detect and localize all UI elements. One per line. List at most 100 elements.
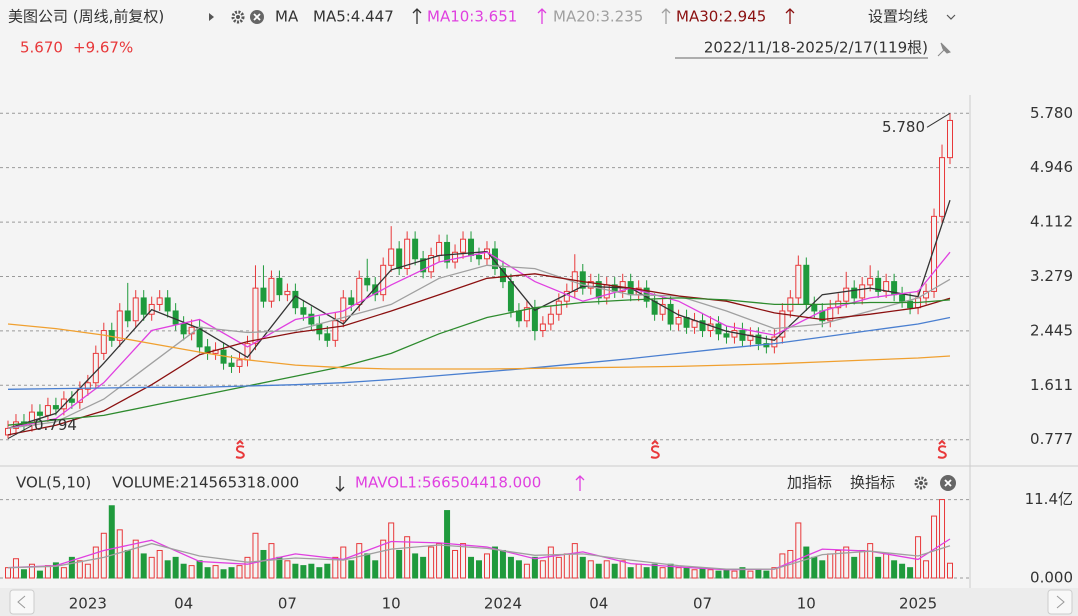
y-tick-label: 5.780	[1030, 104, 1073, 122]
candle-body	[899, 294, 906, 302]
volume-bar	[507, 556, 514, 579]
annotation-arrow	[926, 112, 951, 128]
candle-body	[659, 303, 666, 315]
volume-bar	[332, 556, 339, 579]
volume-bar	[364, 553, 371, 579]
ma-line	[7, 251, 951, 430]
scrollbar[interactable]	[0, 588, 1078, 616]
volume-bar	[452, 549, 459, 579]
candle-body	[36, 411, 43, 416]
volume-bar	[20, 569, 27, 579]
volume-bar	[436, 543, 443, 579]
expand-icon[interactable]	[209, 13, 214, 21]
settings-icon[interactable]	[914, 476, 928, 490]
candle-body	[460, 238, 467, 253]
volume-bar	[579, 556, 586, 579]
candle-body	[907, 300, 914, 309]
candle-body	[404, 238, 411, 270]
volume-bar	[771, 567, 778, 579]
volume-bar	[675, 567, 682, 579]
volume-bar	[108, 505, 115, 579]
volume-bar	[595, 563, 602, 579]
switch-indicator[interactable]: 换指标	[850, 474, 895, 492]
candle-body	[292, 290, 299, 309]
indicator-name: MA	[275, 8, 299, 26]
volume-bar	[236, 565, 243, 579]
x-tick-label: 07	[693, 595, 712, 613]
ma-line	[7, 316, 951, 390]
chevron[interactable]	[946, 14, 956, 20]
close-icon[interactable]	[940, 475, 956, 491]
candle-body	[372, 284, 379, 296]
candle-body	[116, 310, 123, 341]
volume-bar	[196, 560, 203, 579]
volume-indicator: VOL(5,10)	[16, 474, 91, 492]
candle-body	[507, 281, 514, 312]
settings-icon[interactable]	[231, 10, 245, 24]
volume-bar	[68, 556, 75, 579]
candle-body	[939, 157, 946, 217]
ma-line	[7, 297, 951, 426]
candle-body	[579, 271, 586, 289]
volume-bar	[44, 565, 51, 579]
add-indicator[interactable]: 加指标	[787, 474, 832, 492]
volume-bar	[220, 569, 227, 579]
trend-arrow	[335, 476, 345, 492]
y-tick-label: 4.112	[1030, 213, 1073, 231]
volume-bar	[859, 549, 866, 579]
volume-bar	[611, 563, 618, 579]
trend-arrow	[575, 475, 585, 491]
y-tick-label: 11.4亿	[1025, 490, 1073, 508]
volume-bar	[843, 546, 850, 579]
candle-body	[284, 290, 291, 296]
volume-bar	[316, 567, 323, 579]
candle-body	[420, 258, 427, 273]
volume-bar	[539, 560, 546, 579]
volume-bar	[180, 563, 187, 579]
pin-icon[interactable]	[937, 42, 951, 57]
volume-bar	[300, 565, 307, 579]
annotation-label: 5.780	[882, 118, 925, 136]
candle-body	[691, 320, 698, 328]
legend-item: MA10:3.651	[427, 8, 517, 26]
scroll-right[interactable]	[1047, 589, 1073, 615]
x-tick-label: 04	[589, 595, 608, 613]
candle-body	[396, 248, 403, 270]
candle-body	[587, 281, 594, 289]
volume-bar	[691, 569, 698, 579]
last-price: 5.670	[20, 39, 63, 57]
candle-body	[683, 316, 690, 328]
legend-item: MAVOL1:566504418.000	[355, 474, 541, 492]
candle-body	[44, 405, 51, 416]
signal-marks	[235, 439, 947, 459]
close-icon[interactable]	[250, 10, 264, 24]
volume-bar	[308, 563, 315, 579]
scroll-left-arrow	[17, 595, 26, 609]
candle-body	[388, 248, 395, 266]
volume-bar	[803, 546, 810, 579]
volume-bar	[491, 546, 498, 579]
trend-arrow	[785, 8, 795, 24]
volume-bar	[499, 549, 506, 579]
volume-bar	[420, 556, 427, 579]
volume-bar	[12, 558, 19, 579]
candle-body	[547, 313, 554, 325]
candle-body	[803, 264, 810, 305]
x-tick-label: 2024	[484, 595, 522, 613]
candle-body	[252, 287, 259, 345]
volume-bar	[555, 556, 562, 579]
volume-bar	[819, 560, 826, 579]
volume-bar	[252, 532, 259, 579]
volume-bar	[340, 546, 347, 579]
trend-arrow	[412, 8, 422, 24]
volume-bar	[100, 532, 107, 579]
scroll-left[interactable]	[9, 589, 35, 615]
candle-body	[84, 382, 91, 390]
candle-body	[180, 323, 187, 335]
candle-body	[172, 310, 179, 325]
candle-body	[531, 307, 538, 332]
trend-arrow	[537, 8, 547, 24]
volume-bar	[547, 546, 554, 579]
volume-bar	[188, 565, 195, 579]
ma-settings[interactable]: 设置均线	[868, 8, 928, 26]
